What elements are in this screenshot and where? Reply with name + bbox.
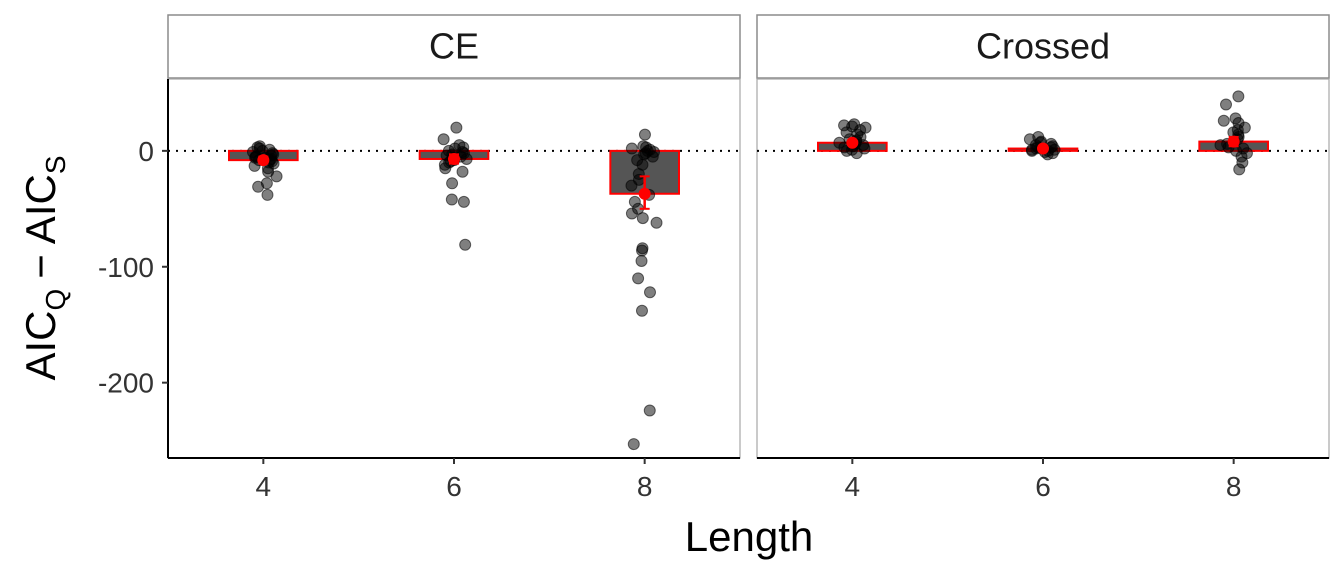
data-point <box>445 193 458 206</box>
y-axis: 0 -100 -200 <box>98 79 169 458</box>
y-axis-title-sub1: Q <box>40 289 71 311</box>
x-tick-label: 8 <box>1226 471 1242 502</box>
data-point <box>253 140 266 153</box>
facet-label: CE <box>429 26 479 67</box>
mean-point <box>846 136 859 149</box>
facet-label: Crossed <box>976 26 1110 67</box>
data-point <box>628 195 641 208</box>
data-point <box>446 177 459 190</box>
data-point <box>625 142 638 155</box>
panel-crossed: Crossed 4 6 8 <box>756 14 1330 502</box>
data-point <box>1229 112 1242 125</box>
data-point <box>650 216 663 229</box>
data-point <box>1217 114 1230 127</box>
x-tick-label: 6 <box>1035 471 1051 502</box>
x-tick-label: 6 <box>446 471 462 502</box>
data-point <box>643 286 656 299</box>
mean-point <box>1227 135 1240 148</box>
y-axis-title: AICQ−AICS <box>17 155 71 380</box>
y-axis-title-minus: − <box>17 254 64 279</box>
data-point <box>643 404 656 417</box>
y-axis-title-base2: AIC <box>17 174 64 244</box>
x-axis-title: Length <box>685 513 813 560</box>
data-point <box>459 238 472 251</box>
data-point <box>632 272 645 285</box>
y-tick-label: 0 <box>138 136 154 167</box>
data-point <box>450 121 463 134</box>
data-point <box>260 177 273 190</box>
panels: CE 4 6 8 Crossed 4 6 8 <box>167 14 1330 502</box>
panel-border <box>167 78 741 459</box>
data-point <box>838 119 851 132</box>
data-point <box>453 139 466 152</box>
data-point <box>437 133 450 146</box>
data-point <box>638 128 651 141</box>
data-point <box>635 304 648 317</box>
data-point <box>456 165 469 178</box>
data-point <box>1032 130 1045 143</box>
data-point <box>637 140 650 153</box>
y-axis-title-sub2: S <box>40 155 71 174</box>
facet-strip <box>167 14 741 79</box>
data-point <box>635 254 648 267</box>
facet-strip <box>756 14 1330 79</box>
panel-ce: CE 4 6 8 <box>167 14 741 502</box>
y-tick-label: -100 <box>98 252 154 283</box>
data-point <box>1232 90 1245 103</box>
data-point <box>833 136 846 149</box>
y-tick-label: -200 <box>98 368 154 399</box>
data-point <box>859 121 872 134</box>
data-point <box>457 195 470 208</box>
data-point <box>1237 142 1250 155</box>
y-axis-title-base1: AIC <box>17 311 64 381</box>
mean-point <box>1037 142 1049 155</box>
data-point <box>848 118 861 131</box>
data-point <box>1220 98 1233 111</box>
x-tick-label: 4 <box>845 471 861 502</box>
mean-point <box>448 152 460 165</box>
data-point <box>261 188 274 201</box>
x-tick-label: 4 <box>256 471 272 502</box>
x-tick-label: 8 <box>637 471 653 502</box>
data-point <box>636 212 649 225</box>
mean-point <box>638 187 651 200</box>
data-point <box>627 438 640 451</box>
data-point <box>636 242 649 255</box>
mean-point <box>257 154 270 167</box>
